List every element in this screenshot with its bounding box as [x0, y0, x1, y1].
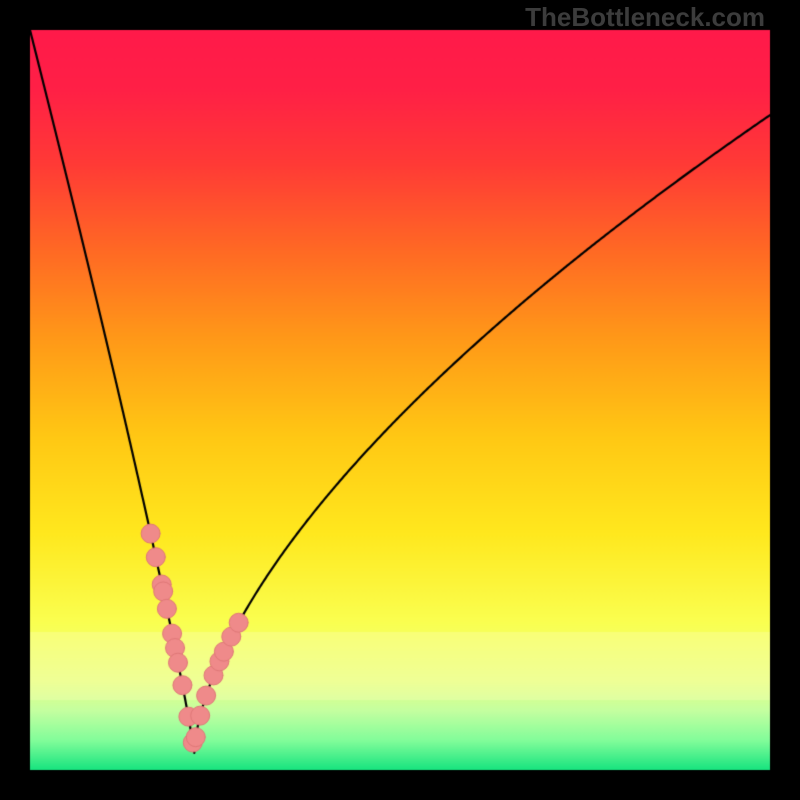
chart-container: TheBottleneck.com	[0, 0, 800, 800]
bottleneck-chart-canvas	[0, 0, 800, 800]
watermark-text: TheBottleneck.com	[525, 2, 765, 33]
